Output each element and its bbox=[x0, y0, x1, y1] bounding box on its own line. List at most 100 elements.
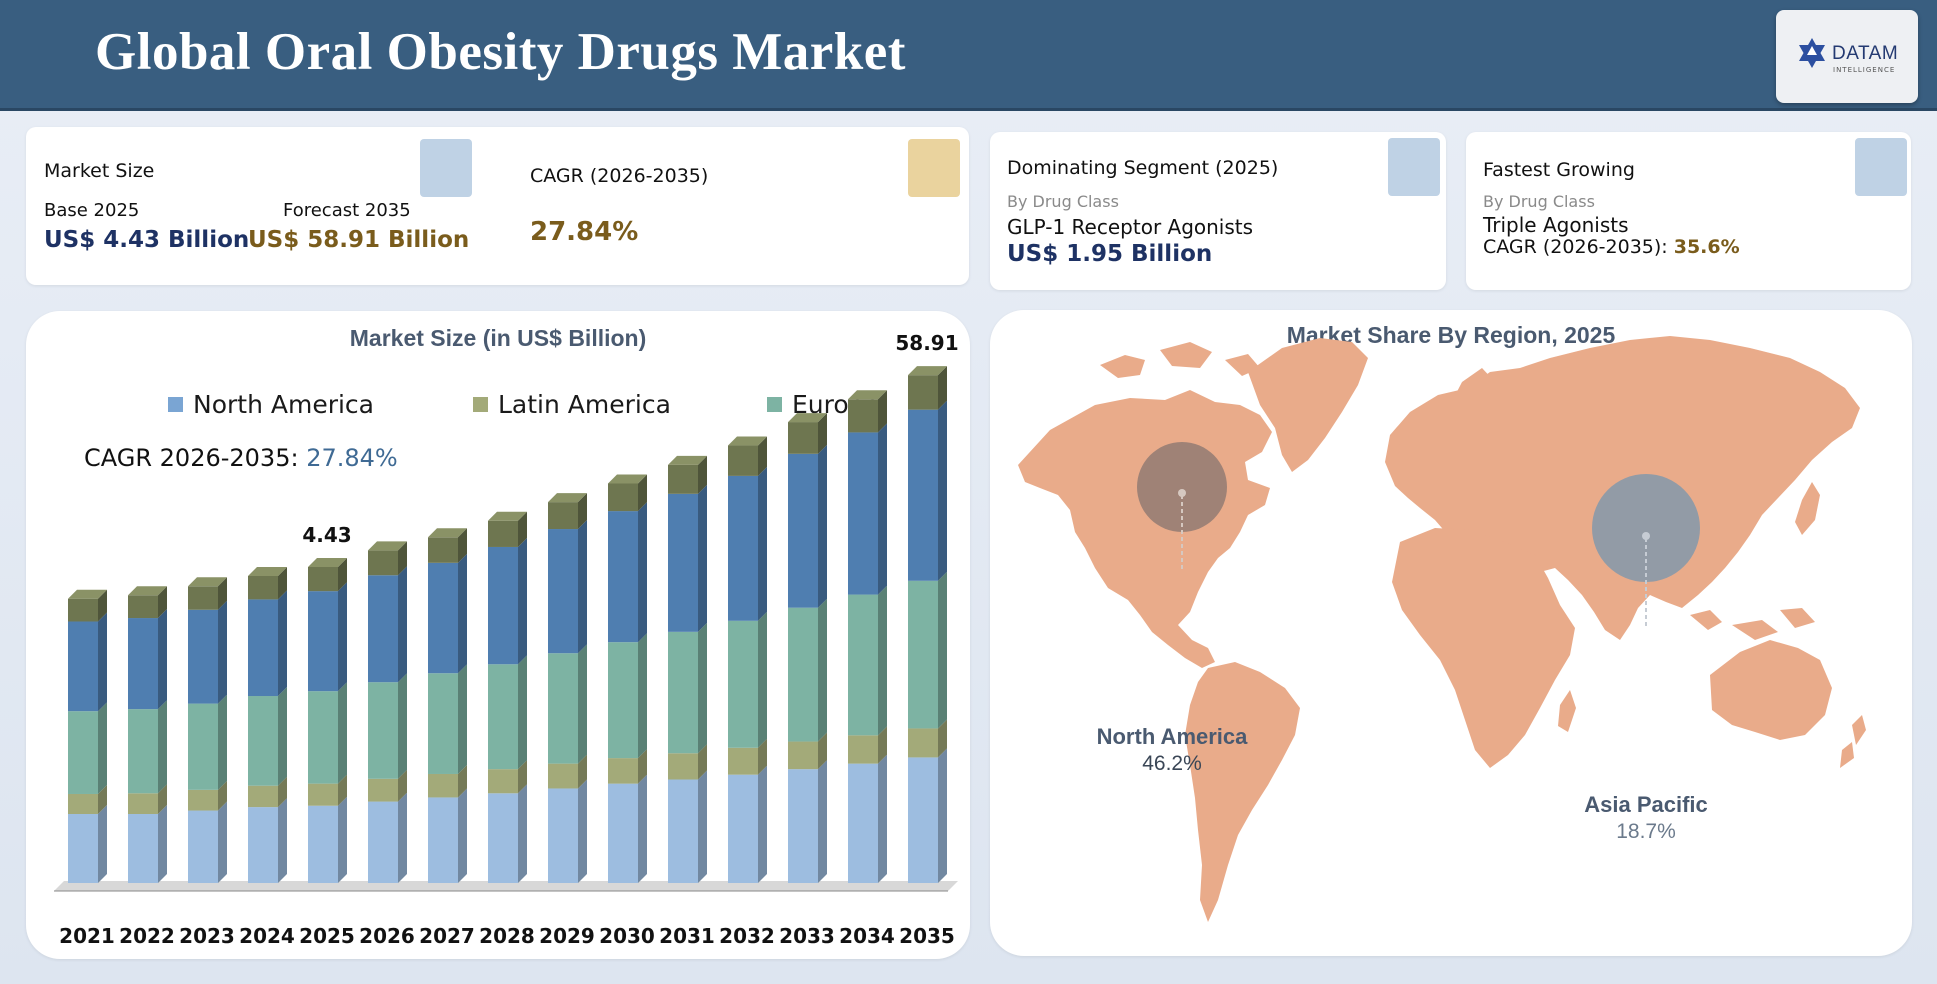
x-tick-label: 2029 bbox=[539, 924, 595, 948]
bar-segment-front-2 bbox=[68, 711, 98, 794]
bar-segment-side-0 bbox=[878, 754, 887, 883]
bar-segment-side-0 bbox=[818, 760, 827, 883]
bar-segment-side-2 bbox=[338, 682, 347, 784]
bar-segment-side-4 bbox=[638, 474, 647, 512]
bar-segment-side-0 bbox=[458, 788, 467, 883]
scandinavia-landmass bbox=[1445, 368, 1495, 435]
madagascar-landmass bbox=[1558, 690, 1576, 732]
dominating-segment-icon bbox=[1388, 138, 1440, 196]
company-logo[interactable]: DATAM INTELLIGENCE bbox=[1776, 10, 1918, 103]
dominating-segment-name: GLP-1 Receptor Agonists bbox=[1007, 215, 1254, 239]
bar-segment-side-2 bbox=[218, 694, 227, 790]
legend-swatch-europe bbox=[767, 397, 782, 412]
bar-2022[interactable] bbox=[128, 586, 167, 883]
bar-segment-side-1 bbox=[638, 749, 647, 784]
north-america-bubble[interactable] bbox=[1137, 442, 1227, 532]
bar-segment-front-4 bbox=[548, 502, 578, 530]
bar-segment-front-2 bbox=[128, 709, 158, 794]
bar-segment-front-4 bbox=[788, 422, 818, 454]
bar-segment-front-2 bbox=[188, 703, 218, 790]
bar-2031[interactable] bbox=[668, 455, 707, 883]
bar-segment-front-2 bbox=[728, 620, 758, 748]
bar-segment-side-2 bbox=[398, 673, 407, 779]
bar-segment-side-1 bbox=[458, 764, 467, 798]
bar-chart-panel: Market Size (in US$ Billion) North Ameri… bbox=[26, 311, 970, 959]
bar-2023[interactable] bbox=[188, 577, 227, 883]
bar-segment-front-3 bbox=[248, 599, 278, 697]
bar-segment-front-0 bbox=[488, 793, 518, 883]
bar-segment-front-1 bbox=[248, 785, 278, 808]
bar-segment-side-3 bbox=[878, 423, 887, 595]
bar-top-face bbox=[548, 493, 587, 503]
bar-segment-front-1 bbox=[188, 789, 218, 811]
bar-segment-side-0 bbox=[218, 801, 227, 883]
north-america-region-label: North America 46.2% bbox=[1052, 724, 1292, 776]
x-tick-label: 2028 bbox=[479, 924, 535, 948]
x-tick-label: 2027 bbox=[419, 924, 475, 948]
bar-2028[interactable] bbox=[488, 511, 527, 883]
bar-segment-front-3 bbox=[608, 511, 638, 643]
bar-top-face bbox=[728, 436, 767, 446]
bar-segment-side-1 bbox=[938, 719, 947, 758]
market-size-card: Market Size Base 2025 US$ 4.43 Billion F… bbox=[26, 127, 969, 285]
bar-2032[interactable] bbox=[728, 436, 767, 883]
x-tick-label: 2025 bbox=[299, 924, 355, 948]
bar-segment-front-4 bbox=[248, 575, 278, 600]
bar-segment-front-2 bbox=[608, 642, 638, 759]
bar-segment-front-1 bbox=[908, 728, 938, 758]
bar-segment-side-3 bbox=[278, 590, 287, 697]
bar-segment-side-3 bbox=[818, 444, 827, 608]
bar-2026[interactable] bbox=[368, 541, 407, 883]
fastest-growing-icon bbox=[1855, 138, 1907, 196]
bar-segment-front-2 bbox=[908, 580, 938, 729]
cagr-icon bbox=[908, 139, 960, 197]
bar-segment-front-4 bbox=[608, 483, 638, 512]
asia-pacific-bubble[interactable] bbox=[1592, 474, 1700, 582]
bar-segment-side-2 bbox=[818, 598, 827, 742]
data-label-2025: 4.43 bbox=[302, 523, 351, 547]
asia-pacific-region-label: Asia Pacific 18.7% bbox=[1516, 792, 1776, 844]
bar-2033[interactable] bbox=[788, 413, 827, 883]
bar-2029[interactable] bbox=[548, 493, 587, 883]
bar-segment-front-3 bbox=[428, 562, 458, 674]
bar-2035[interactable] bbox=[908, 366, 947, 883]
bar-segment-front-3 bbox=[848, 432, 878, 595]
bar-2025[interactable] bbox=[308, 557, 347, 883]
bar-segment-front-2 bbox=[248, 696, 278, 786]
bar-2030[interactable] bbox=[608, 474, 647, 883]
bar-segment-side-1 bbox=[398, 769, 407, 802]
bar-segment-front-3 bbox=[68, 621, 98, 712]
bar-top-face bbox=[68, 589, 107, 599]
bar-segment-side-0 bbox=[278, 798, 287, 883]
fastest-growing-subtitle: By Drug Class bbox=[1483, 192, 1595, 211]
bar-segment-front-4 bbox=[848, 399, 878, 433]
cagr-title: CAGR (2026-2035) bbox=[530, 165, 709, 187]
bar-segment-front-0 bbox=[68, 814, 98, 883]
bar-segment-front-0 bbox=[788, 769, 818, 883]
bar-segment-front-3 bbox=[308, 591, 338, 692]
bar-segment-front-3 bbox=[728, 475, 758, 621]
arctic-islands bbox=[1100, 342, 1260, 378]
bar-segment-side-3 bbox=[938, 400, 947, 581]
bar-segment-front-1 bbox=[608, 758, 638, 784]
bar-segment-side-2 bbox=[758, 611, 767, 748]
fastest-growing-cagr: CAGR (2026-2035): 35.6% bbox=[1483, 236, 1740, 258]
japan-landmass bbox=[1795, 482, 1820, 535]
bar-segment-side-3 bbox=[338, 582, 347, 692]
bar-2021[interactable] bbox=[68, 589, 107, 883]
fastest-growing-card: Fastest Growing By Drug Class Triple Ago… bbox=[1466, 132, 1911, 290]
bar-2024[interactable] bbox=[248, 566, 287, 883]
bar-segment-front-1 bbox=[128, 793, 158, 814]
bar-segment-side-1 bbox=[338, 774, 347, 806]
bar-segment-side-3 bbox=[218, 600, 227, 704]
bar-2034[interactable] bbox=[848, 390, 887, 883]
bar-segment-side-2 bbox=[938, 571, 947, 729]
africa-landmass bbox=[1392, 528, 1575, 768]
x-tick-label: 2031 bbox=[659, 924, 715, 948]
bar-segment-side-2 bbox=[878, 585, 887, 736]
bar-segment-front-0 bbox=[608, 783, 638, 883]
x-tick-label: 2021 bbox=[59, 924, 115, 948]
bar-segment-side-0 bbox=[638, 774, 647, 883]
bar-2027[interactable] bbox=[428, 528, 467, 883]
bar-segment-front-0 bbox=[188, 810, 218, 883]
